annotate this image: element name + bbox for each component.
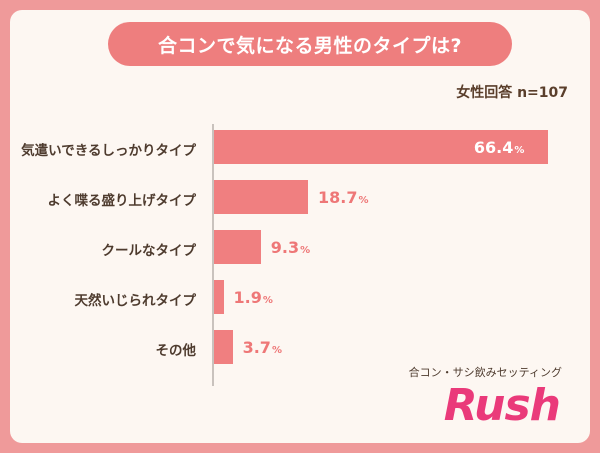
percent-unit: % — [271, 345, 282, 356]
bar — [214, 180, 309, 214]
value-label: 3.7% — [243, 338, 282, 357]
value-label: 18.7% — [318, 188, 369, 207]
bar — [214, 130, 548, 164]
percent-unit: % — [514, 145, 525, 156]
value-number: 1.9 — [233, 288, 262, 307]
value-label: 66.4% — [474, 138, 525, 157]
infographic-card: 合コンで気になる男性のタイプは? 女性回答 n=107 合コン・サシ飲みセッティ… — [10, 10, 590, 443]
value-label: 1.9% — [234, 288, 273, 307]
sample-size-label: 女性回答 n=107 — [456, 85, 568, 101]
value-label: 9.3% — [271, 238, 310, 257]
category-label: クールなタイプ — [101, 243, 197, 259]
brand-subtitle: 合コン・サシ飲みセッティング — [408, 366, 562, 379]
bar — [214, 230, 261, 264]
category-label: 気遣いできるしっかりタイプ — [21, 143, 196, 159]
bar — [214, 280, 224, 314]
value-number: 18.7 — [318, 188, 358, 207]
category-label: よく喋る盛り上げタイプ — [47, 193, 197, 209]
brand-logo: Rush — [443, 380, 561, 431]
bar — [214, 330, 233, 364]
percent-unit: % — [358, 195, 369, 206]
category-label: その他 — [155, 343, 197, 359]
category-label: 天然いじられタイプ — [74, 293, 197, 309]
percent-unit: % — [300, 245, 311, 256]
percent-unit: % — [262, 295, 273, 306]
chart-title: 合コンで気になる男性のタイプは? — [108, 22, 512, 66]
y-axis-line — [212, 124, 214, 386]
value-number: 3.7 — [242, 338, 271, 357]
value-number: 9.3 — [270, 238, 300, 257]
value-number: 66.4 — [473, 138, 514, 157]
